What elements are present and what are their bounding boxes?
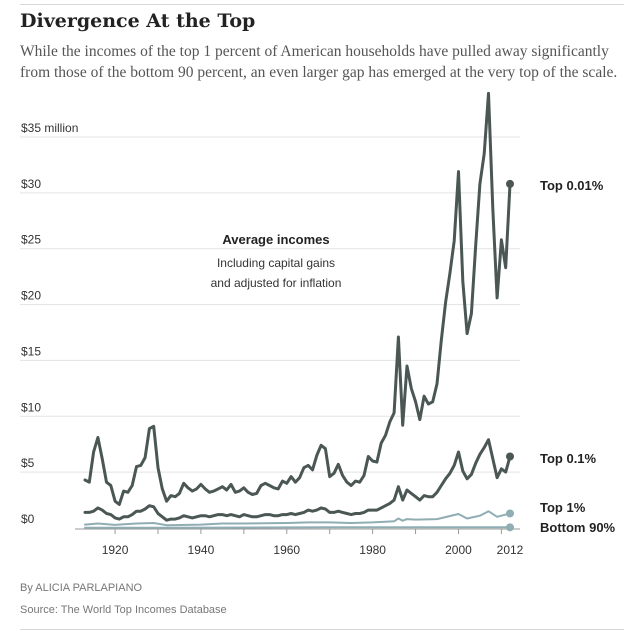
endpoint-top01 (506, 452, 514, 461)
y-tick-label: $30 (21, 177, 41, 191)
chart-subtitle: While the incomes of the top 1 percent o… (20, 43, 618, 81)
x-tick-label: 1980 (359, 543, 386, 557)
y-tick-label: $20 (21, 289, 41, 303)
inset-note-line-1: Including capital gains (217, 256, 335, 270)
y-tick-label: $35 million (21, 121, 78, 135)
top-rule (20, 4, 624, 5)
y-axis-labels: $35 million $30 $25 $20 $15 $10 $5 $0 (21, 121, 78, 526)
x-tick-label: 2000 (445, 543, 472, 557)
chart-headline: Divergence At the Top (20, 10, 256, 32)
inset-note-line-2: and adjusted for inflation (211, 276, 342, 290)
series-line-top1 (84, 510, 511, 527)
endpoint-top1 (506, 509, 514, 518)
source-note: Source: The World Top Incomes Database (20, 604, 227, 616)
label-top-0-1: Top 0.1% (540, 451, 597, 466)
x-tick-label: 2012 (497, 543, 524, 557)
label-bottom-90: Bottom 90% (540, 520, 616, 535)
endpoint-bottom90 (506, 523, 514, 532)
series-endpoints (506, 179, 514, 532)
byline: By ALICIA PARLAPIANO (20, 582, 143, 594)
series-lines (83, 91, 512, 529)
y-tick-label: $15 (21, 344, 41, 358)
bottom-rule (20, 629, 624, 630)
x-axis-labels: 1920 1940 1960 1980 2000 2012 (102, 543, 524, 557)
series-line-top001 (83, 91, 512, 506)
endpoint-top001 (506, 179, 514, 188)
series-line-top01 (83, 438, 512, 522)
y-tick-label: $10 (21, 400, 41, 414)
label-top-0-01: Top 0.01% (540, 178, 604, 193)
y-tick-label: $25 (21, 233, 41, 247)
gridlines (20, 136, 520, 530)
x-tick-label: 1960 (273, 543, 300, 557)
y-tick-label: $5 (21, 456, 35, 470)
label-top-1: Top 1% (540, 500, 586, 515)
inset-title: Average incomes (222, 232, 329, 247)
x-axis-ticks (114, 529, 502, 534)
x-tick-label: 1940 (188, 543, 215, 557)
series-line-bottom90 (84, 526, 511, 529)
x-tick-label: 1920 (102, 543, 129, 557)
y-tick-label: $0 (21, 512, 35, 526)
